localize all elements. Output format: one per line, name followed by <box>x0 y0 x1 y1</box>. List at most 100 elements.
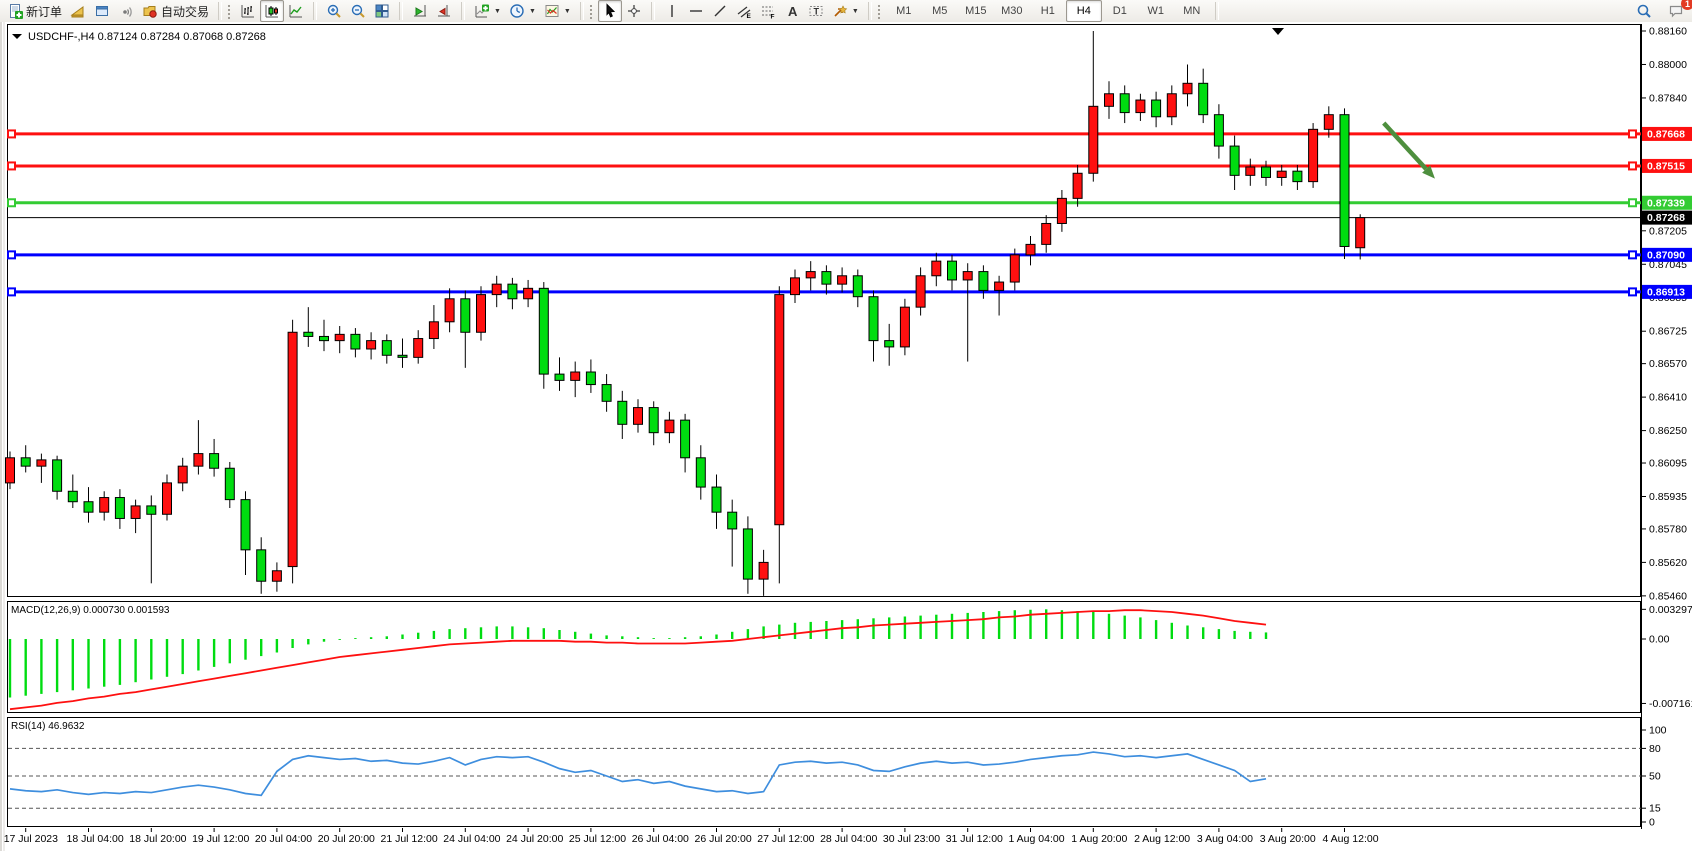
timeframe-h1-button[interactable]: H1 <box>1040 5 1055 17</box>
svg-text:50: 50 <box>1649 771 1661 783</box>
line-chart-button[interactable] <box>284 0 308 22</box>
arrows-button[interactable]: ▼ <box>828 0 863 22</box>
svg-text:0.87090: 0.87090 <box>1647 249 1685 261</box>
timeframe-mn-button[interactable]: MN <box>1183 5 1201 17</box>
periods-menu-button[interactable]: ▼ <box>505 0 540 22</box>
timeframe-m15-button[interactable]: M15 <box>965 5 987 17</box>
tline-icon <box>714 5 726 17</box>
autoscroll-icon <box>414 5 427 17</box>
price-axis[interactable]: 0.881600.880000.878400.872050.870450.868… <box>1641 26 1692 829</box>
svg-text:0.85935: 0.85935 <box>1649 491 1687 503</box>
chart-shift-button[interactable] <box>432 0 456 22</box>
svg-text:100: 100 <box>1649 725 1667 737</box>
svg-text:1 Aug 04:00: 1 Aug 04:00 <box>1009 833 1065 845</box>
svg-text:19 Jul 12:00: 19 Jul 12:00 <box>192 833 249 845</box>
notifications-button[interactable]: 1 <box>1664 0 1692 22</box>
svg-text:0.87268: 0.87268 <box>1647 212 1685 224</box>
candlestick-chart-button[interactable] <box>260 0 285 22</box>
vline-button[interactable] <box>660 0 684 22</box>
svg-text:24 Jul 04:00: 24 Jul 04:00 <box>443 833 500 845</box>
toolbar-drag-handle[interactable] <box>875 3 881 19</box>
zoom-out-button[interactable] <box>346 0 370 22</box>
templates-menu-button[interactable]: ▼ <box>540 0 575 22</box>
toolbar-group-trade: 新订单 自动交易 <box>0 0 216 22</box>
svg-text:T: T <box>813 7 819 17</box>
svg-text:24 Jul 20:00: 24 Jul 20:00 <box>506 833 563 845</box>
text-button[interactable]: A <box>780 0 804 22</box>
svg-text:0.88000: 0.88000 <box>1649 59 1687 71</box>
chart-canvas[interactable]: USDCHF-,H4 0.87124 0.87284 0.87068 0.872… <box>0 22 1692 851</box>
timeframe-m1-button[interactable]: M1 <box>896 5 912 17</box>
timeframe-m5-button[interactable]: M5 <box>932 5 948 17</box>
svg-text:0.87840: 0.87840 <box>1649 92 1687 104</box>
timeframe-h4-button[interactable]: H4 <box>1065 0 1102 22</box>
toolbar-group-chart-types <box>233 0 311 22</box>
cursor-icon <box>606 3 615 18</box>
svg-text:0.87205: 0.87205 <box>1649 225 1687 237</box>
timeframe-d1-button[interactable]: D1 <box>1112 5 1127 17</box>
svg-text:0.86725: 0.86725 <box>1649 326 1687 338</box>
toolbar-drag-handle[interactable] <box>226 3 232 19</box>
search-button[interactable] <box>1632 0 1656 22</box>
zoom-out-icon <box>351 4 365 18</box>
folder-dot-icon <box>143 6 157 18</box>
dropdown-caret-icon: ▼ <box>494 7 501 15</box>
time-axis[interactable]: 17 Jul 2023 18 Jul 04:00 18 Jul 20:00 19 Ju… <box>4 828 1379 845</box>
svg-text:28 Jul 04:00: 28 Jul 04:00 <box>820 833 877 845</box>
label-button[interactable]: T <box>804 0 828 22</box>
dropdown-caret-icon: ▼ <box>528 7 536 15</box>
arrows-icon <box>834 5 848 17</box>
new-order-button[interactable]: 新订单 <box>3 0 66 22</box>
text-a-icon: A <box>788 4 798 19</box>
svg-text:31 Jul 12:00: 31 Jul 12:00 <box>946 833 1003 845</box>
svg-text:A: A <box>788 4 798 19</box>
chart-window[interactable]: USDCHF-,H4 0.87124 0.87284 0.87068 0.872… <box>0 22 1692 851</box>
current-price-label <box>1642 210 1692 225</box>
toolbar-group-cursor-tools <box>595 0 649 22</box>
tile-windows-button[interactable] <box>370 0 394 22</box>
trendline-button[interactable] <box>708 0 732 22</box>
fibonacci-button[interactable]: F <box>756 0 780 22</box>
svg-text:0.88160: 0.88160 <box>1649 26 1687 38</box>
chartshift-icon <box>438 5 451 17</box>
chat-icon <box>1669 5 1683 18</box>
svg-text:0: 0 <box>1649 817 1655 829</box>
svg-text:0.87515: 0.87515 <box>1647 160 1685 172</box>
svg-text:0.86570: 0.86570 <box>1649 358 1687 370</box>
macd-histogram <box>8 609 1268 698</box>
toolbar-separator <box>1214 2 1219 20</box>
channel-button[interactable]: E <box>732 0 756 22</box>
svg-text:0.86913: 0.86913 <box>1647 286 1685 298</box>
svg-text:0.87339: 0.87339 <box>1647 197 1685 209</box>
signals-button[interactable] <box>114 0 138 22</box>
svg-text:80: 80 <box>1649 743 1661 755</box>
toolbar-separator <box>313 2 318 20</box>
market-watch-button[interactable] <box>66 0 90 22</box>
zoom-in-button[interactable] <box>322 0 346 22</box>
svg-text:-0.007161: -0.007161 <box>1649 698 1692 710</box>
timeframe-m30-button[interactable]: M30 <box>1001 5 1023 17</box>
autotrading-button[interactable]: 自动交易 <box>138 0 213 22</box>
timeframe-w1-button[interactable]: W1 <box>1147 5 1165 17</box>
indicators-menu-button[interactable]: ▼ <box>470 0 505 22</box>
toolbar-separator <box>867 2 872 20</box>
chart-end-marker-icon <box>1272 28 1284 35</box>
cursor-button[interactable] <box>597 0 622 22</box>
toolbar-separator <box>579 2 584 20</box>
trend-arrow-annotation[interactable] <box>1382 121 1428 171</box>
hline-button[interactable] <box>684 0 708 22</box>
clock-icon <box>510 4 524 18</box>
data-window-button[interactable] <box>90 0 114 22</box>
svg-text:F: F <box>770 14 774 20</box>
crosshair-button[interactable] <box>622 0 646 22</box>
auto-scroll-button[interactable] <box>408 0 432 22</box>
symbol-dropdown-icon[interactable] <box>12 34 22 39</box>
toolbar-group-draw-tools: E F A T ▼ <box>657 0 866 22</box>
bar-chart-button[interactable] <box>236 0 260 22</box>
svg-text:0.87668: 0.87668 <box>1647 128 1685 140</box>
line-icon <box>289 5 303 18</box>
svg-text:0.00: 0.00 <box>1649 634 1670 646</box>
window-icon <box>96 6 109 16</box>
toolbar-drag-handle[interactable] <box>587 3 593 19</box>
